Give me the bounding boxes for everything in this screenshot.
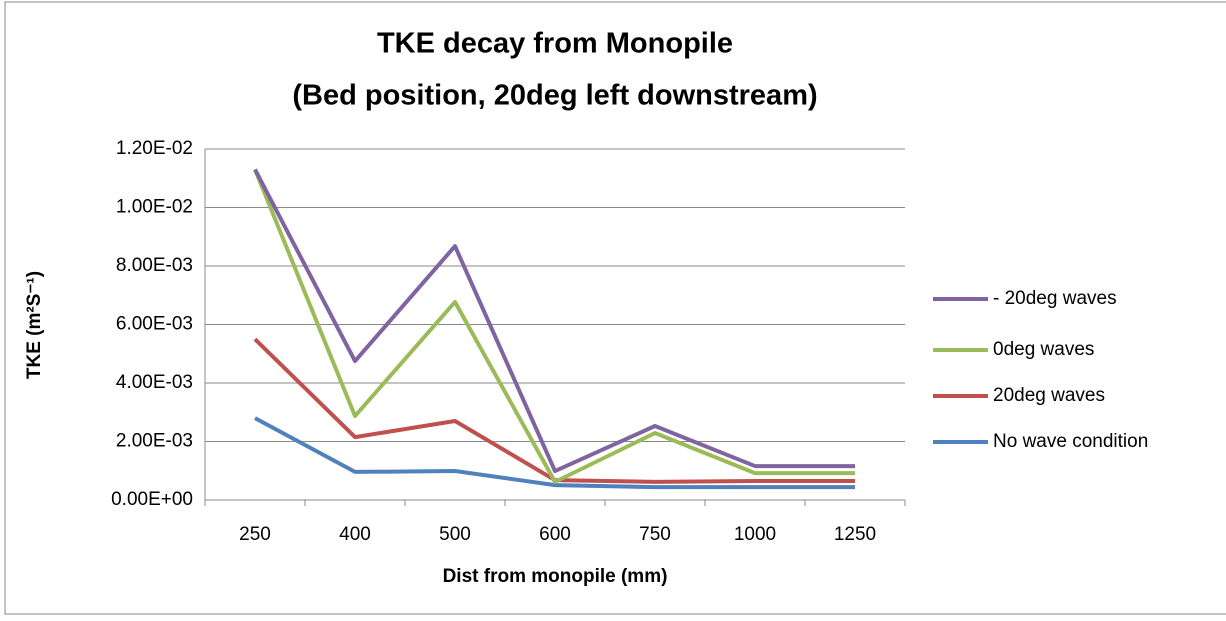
x-axis-title: Dist from monopile (mm)	[443, 566, 668, 587]
y-tick-label: 2.00E-03	[116, 431, 193, 452]
x-tick-label: 1250	[834, 524, 876, 545]
legend-label: 0deg waves	[993, 339, 1094, 360]
chart-frame	[4, 1, 1226, 615]
y-axis-title: TKE (m²S⁻¹)	[24, 271, 45, 379]
x-tick-label: 500	[439, 524, 471, 545]
x-tick-label: 1000	[734, 524, 776, 545]
legend-label: - 20deg waves	[993, 288, 1117, 309]
legend-label: 20deg waves	[993, 385, 1105, 406]
y-tick-label: 1.00E-02	[116, 197, 193, 218]
legend-label: No wave condition	[993, 431, 1148, 452]
series-line	[253, 168, 855, 484]
x-tick-label: 600	[539, 524, 571, 545]
y-tick-label: 8.00E-03	[116, 255, 193, 276]
series-line	[254, 416, 855, 490]
y-tick-label: 1.20E-02	[116, 138, 193, 159]
y-tick-label: 0.00E+00	[111, 489, 193, 510]
y-tick-label: 4.00E-03	[116, 372, 193, 393]
x-tick-label: 250	[239, 524, 271, 545]
chart-title: TKE decay from Monopile	[377, 28, 733, 60]
x-tick-label: 750	[639, 524, 671, 545]
x-tick-label: 400	[339, 524, 371, 545]
series-line	[253, 168, 855, 474]
y-tick-label: 6.00E-03	[116, 314, 193, 335]
chart-subtitle: (Bed position, 20deg left downstream)	[292, 80, 817, 112]
